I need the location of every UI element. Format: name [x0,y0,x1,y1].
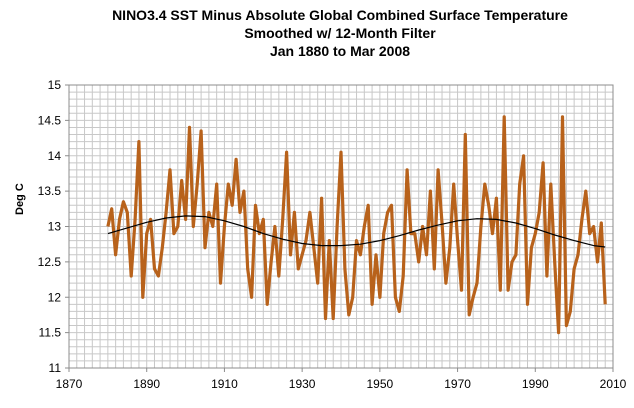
y-tick-label: 14 [48,149,62,163]
chart-subtitle-1: Smoothed w/ 12-Month Filter [244,25,436,41]
x-tick-label: 1910 [211,377,238,391]
x-tick-label: 1890 [133,377,160,391]
y-tick-label: 14.5 [38,113,62,127]
y-tick-label: 11 [49,361,62,375]
y-tick-label: 13.5 [38,184,62,198]
x-tick-label: 1950 [367,377,394,391]
y-tick-label: 15 [48,78,62,92]
series-line-trend [107,215,606,248]
x-tick-label: 1970 [444,377,471,391]
y-tick-label: 12.5 [38,255,62,269]
x-tick-label: 1870 [56,377,83,391]
x-tick-label: 1990 [522,377,549,391]
y-tick-label: 12 [48,290,62,304]
chart-title: NINO3.4 SST Minus Absolute Global Combin… [112,7,568,23]
chart-subtitle-2: Jan 1880 to Mar 2008 [269,43,411,59]
x-tick-label: 1930 [289,377,316,391]
y-tick-label: 11.5 [39,326,62,340]
y-tick-label: 13 [48,220,62,234]
chart-title-block: NINO3.4 SST Minus Absolute Global Combin… [60,6,620,60]
series-line-nino34 [106,115,607,335]
x-tick-label: 2010 [600,377,627,391]
